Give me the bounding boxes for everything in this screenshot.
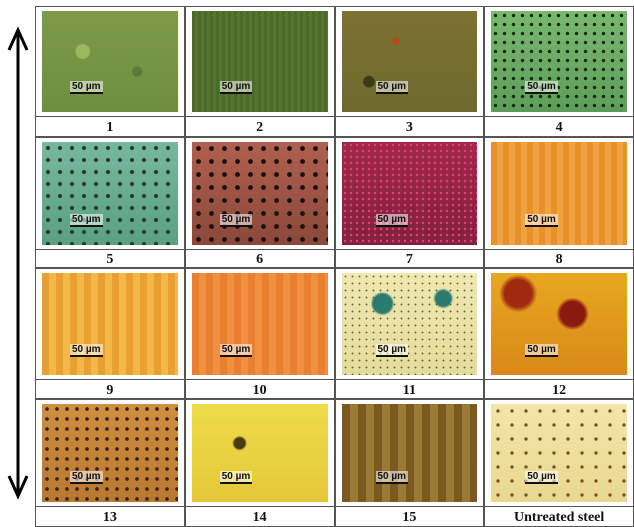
cell-label: 7: [336, 249, 484, 270]
micrograph: 50 µm: [342, 273, 478, 375]
scale-bar: 50 µm: [525, 81, 558, 94]
micrograph: 50 µm: [491, 404, 627, 502]
micrograph-cell: 50 µm 12: [484, 268, 634, 399]
micrograph-cell: 50 µm 3: [335, 6, 485, 137]
cell-label: 1: [36, 116, 184, 139]
micrograph: 50 µm: [42, 11, 178, 112]
cell-label: Untreated steel: [485, 506, 633, 527]
cell-label: 11: [336, 379, 484, 401]
micrograph: 50 µm: [192, 273, 328, 375]
micrograph-cell: 50 µm 5: [35, 137, 185, 268]
scale-bar: 50 µm: [220, 81, 253, 94]
micrograph-cell: 50 µm 11: [335, 268, 485, 399]
micrograph-cell: 50 µm 2: [185, 6, 335, 137]
scale-bar: 50 µm: [70, 471, 103, 484]
micrograph: 50 µm: [42, 404, 178, 502]
cell-label: 14: [186, 506, 334, 527]
micrograph-cell: 50 µm 4: [484, 6, 634, 137]
micrograph-cell: 50 µm 9: [35, 268, 185, 399]
micrograph: 50 µm: [192, 11, 328, 112]
scale-bar: 50 µm: [220, 471, 253, 484]
micrograph: 50 µm: [42, 142, 178, 245]
scale-bar: 50 µm: [525, 471, 558, 484]
scale-bar: 50 µm: [70, 214, 103, 227]
micrograph: 50 µm: [342, 142, 478, 245]
scale-bar: 50 µm: [525, 214, 558, 227]
micrograph: 50 µm: [342, 404, 478, 502]
scale-bar: 50 µm: [220, 344, 253, 357]
scale-bar: 50 µm: [376, 81, 409, 94]
cell-label: 15: [336, 506, 484, 527]
cell-label: 3: [336, 116, 484, 139]
cell-label: 13: [36, 506, 184, 527]
micrograph: 50 µm: [491, 142, 627, 245]
micrograph-cell: 50 µm Untreated steel: [484, 399, 634, 527]
cell-label: 2: [186, 116, 334, 139]
micrograph-cell: 50 µm 10: [185, 268, 335, 399]
figure: 50 µm150 µm250 µm350 µm450 µm550 µm650 µ…: [0, 0, 634, 527]
micrograph: 50 µm: [491, 273, 627, 375]
micrograph: 50 µm: [192, 142, 328, 245]
micrograph-cell: 50 µm 7: [335, 137, 485, 268]
cell-label: 4: [485, 116, 633, 139]
scale-bar: 50 µm: [70, 81, 103, 94]
scale-bar: 50 µm: [525, 344, 558, 357]
micrograph-cell: 50 µm 8: [484, 137, 634, 268]
micrograph-cell: 50 µm 1: [35, 6, 185, 137]
cell-label: 8: [485, 249, 633, 270]
micrograph: 50 µm: [342, 11, 478, 112]
micrograph-cell: 50 µm 14: [185, 399, 335, 527]
cell-label: 9: [36, 379, 184, 401]
micrograph: 50 µm: [491, 11, 627, 112]
scale-bar: 50 µm: [376, 344, 409, 357]
cell-label: 12: [485, 379, 633, 401]
micrograph-cell: 50 µm 13: [35, 399, 185, 527]
scale-bar: 50 µm: [376, 214, 409, 227]
scale-bar: 50 µm: [70, 344, 103, 357]
scale-bar: 50 µm: [376, 471, 409, 484]
cell-label: 6: [186, 249, 334, 270]
cell-label: 10: [186, 379, 334, 401]
micrograph: 50 µm: [192, 404, 328, 502]
micrograph: 50 µm: [42, 273, 178, 375]
cell-label: 5: [36, 249, 184, 270]
double-arrow: [4, 0, 34, 527]
scale-bar: 50 µm: [220, 214, 253, 227]
micrograph-cell: 50 µm 15: [335, 399, 485, 527]
micrograph-cell: 50 µm 6: [185, 137, 335, 268]
